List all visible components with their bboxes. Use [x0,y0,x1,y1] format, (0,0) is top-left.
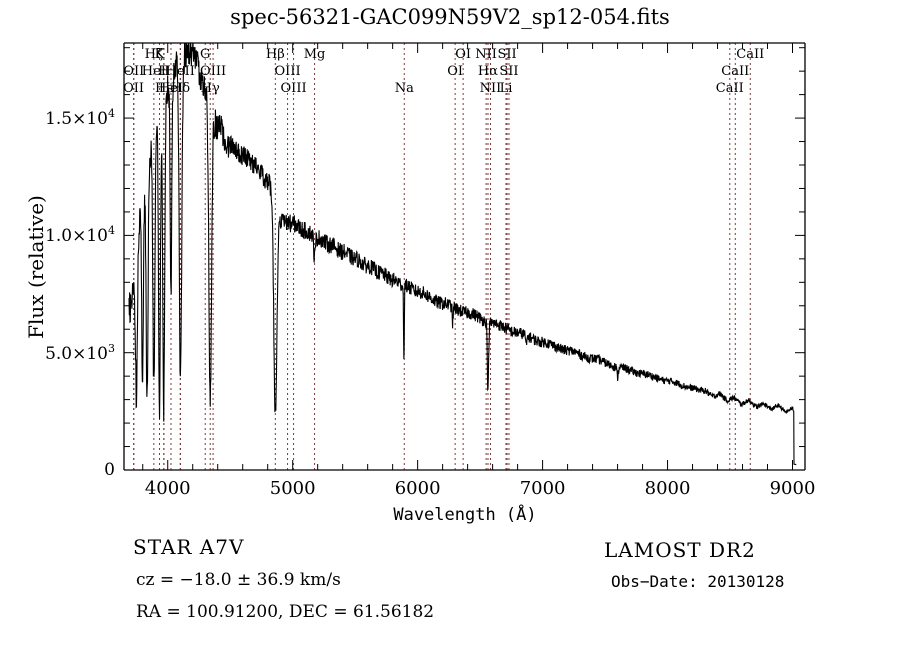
spectral-line-label: Hα [477,64,499,79]
spectral-line-label: Hζ [144,47,164,62]
line-marker-group [133,43,751,470]
spectrum-trace [128,42,797,466]
spectral-line-label: Hε [154,81,174,96]
coordinates-text: RA = 100.91200, DEC = 61.56182 [136,602,435,622]
spectral-line-label: OIII [200,64,227,79]
spectral-line-label: NII [475,47,497,62]
object-class-text: STAR A7V [133,535,245,559]
x-tick-label: 8000 [644,478,691,499]
spectral-line-label: K [154,47,165,62]
survey-text: LAMOST DR2 [604,538,756,562]
axis-frame [123,42,806,471]
spectral-line-label: H [158,64,170,79]
y-tick-label: 1.5×104 [45,107,115,129]
y-tick-label: 1.0×104 [45,224,115,247]
x-tick-label: 9000 [769,478,816,499]
redshift-text: cz = −18.0 ± 36.9 km/s [136,570,341,590]
spectral-line-label: CaII [715,81,744,96]
spectral-line-label: HeI [141,64,166,79]
spectral-line-label: OI [447,64,464,79]
spectral-line-label: OI [455,47,472,62]
spectral-line-label: Mg [303,47,326,62]
spectral-line-label: CaII [721,64,750,79]
x-tick-label: 7000 [519,478,566,499]
spectral-line-label: OII [123,81,145,96]
spectral-line-label: CaII [736,47,765,62]
spectral-line-label: Hδ [170,81,191,96]
x-tick-label: 5000 [269,478,316,499]
page-title: spec-56321-GAC099N59V2_sp12-054.fits [230,5,670,29]
spectral-line-label: Na [394,81,414,96]
y-tick-label: 5.0×103 [45,341,115,364]
y-tick-label: 0 [104,460,115,480]
spectral-line-label: Li [499,81,513,96]
spectral-line-label: Hβ [265,47,285,62]
spectral-line-label: SII [499,64,519,79]
spectral-line-label: SII [497,47,517,62]
x-tick-label: 6000 [394,478,441,499]
spectral-line-label: HeII [165,64,195,79]
spectral-line-label: OIII [280,81,307,96]
spectral-line-label: NII [479,81,502,96]
x-tick-label: 4000 [144,478,191,499]
spectral-line-label: Hγ [200,81,220,96]
x-axis-label: Wavelength (Å) [393,505,537,525]
obs-date-text: Obs−Date: 20130128 [611,572,785,591]
spectral-line-label: HeI [158,81,184,96]
spectral-line-label: OII [123,64,145,79]
spectral-line-label: OIII [274,64,301,79]
spectral-line-label: G [200,47,211,62]
